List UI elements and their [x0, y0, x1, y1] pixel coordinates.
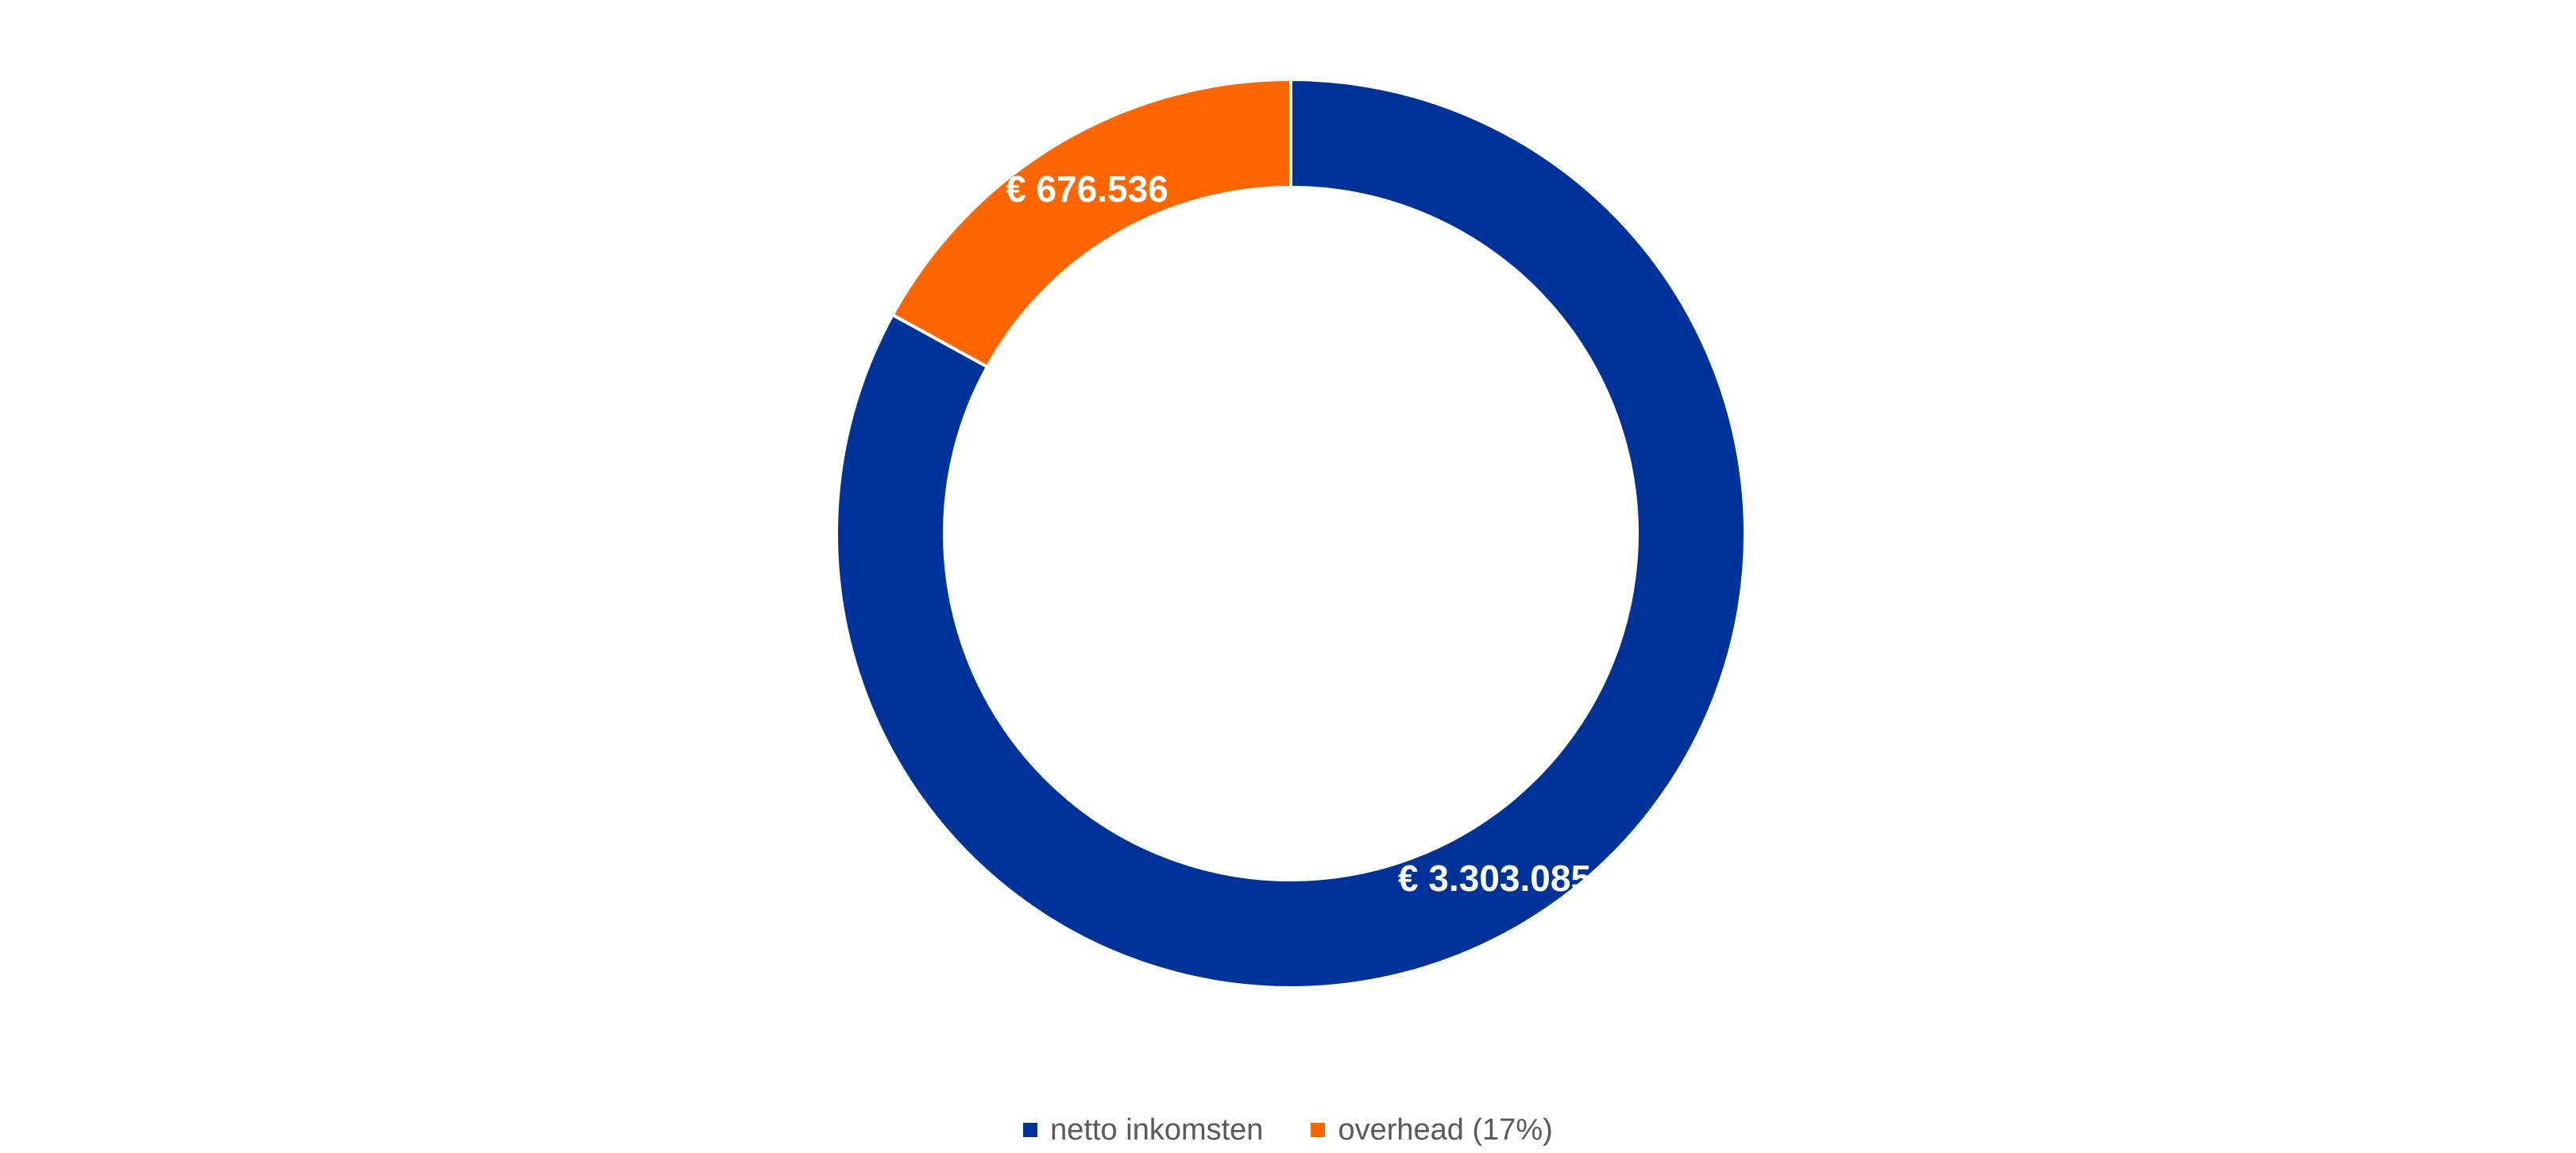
- legend-swatch-overhead: [1311, 1123, 1326, 1137]
- slice-overhead-17: [890, 77, 1292, 369]
- data-label-overhead-17: € 676.536: [1006, 168, 1168, 210]
- slice-labels: € 3.303.085 € 676.536: [1006, 168, 1591, 899]
- legend-label-overhead: overhead (17%): [1338, 1113, 1553, 1147]
- legend-swatch-netto-inkomsten: [1023, 1123, 1038, 1137]
- legend-label-netto-inkomsten: netto inkomsten: [1050, 1113, 1264, 1147]
- legend: netto inkomsten overhead (17%): [0, 1112, 2576, 1148]
- data-label-netto-inkomsten: € 3.303.085: [1398, 858, 1591, 899]
- slice-netto-inkomsten: [835, 77, 1747, 989]
- legend-item-netto-inkomsten: netto inkomsten: [1023, 1113, 1263, 1147]
- donut-slices: [835, 77, 1747, 989]
- legend-item-overhead: overhead (17%): [1311, 1113, 1553, 1147]
